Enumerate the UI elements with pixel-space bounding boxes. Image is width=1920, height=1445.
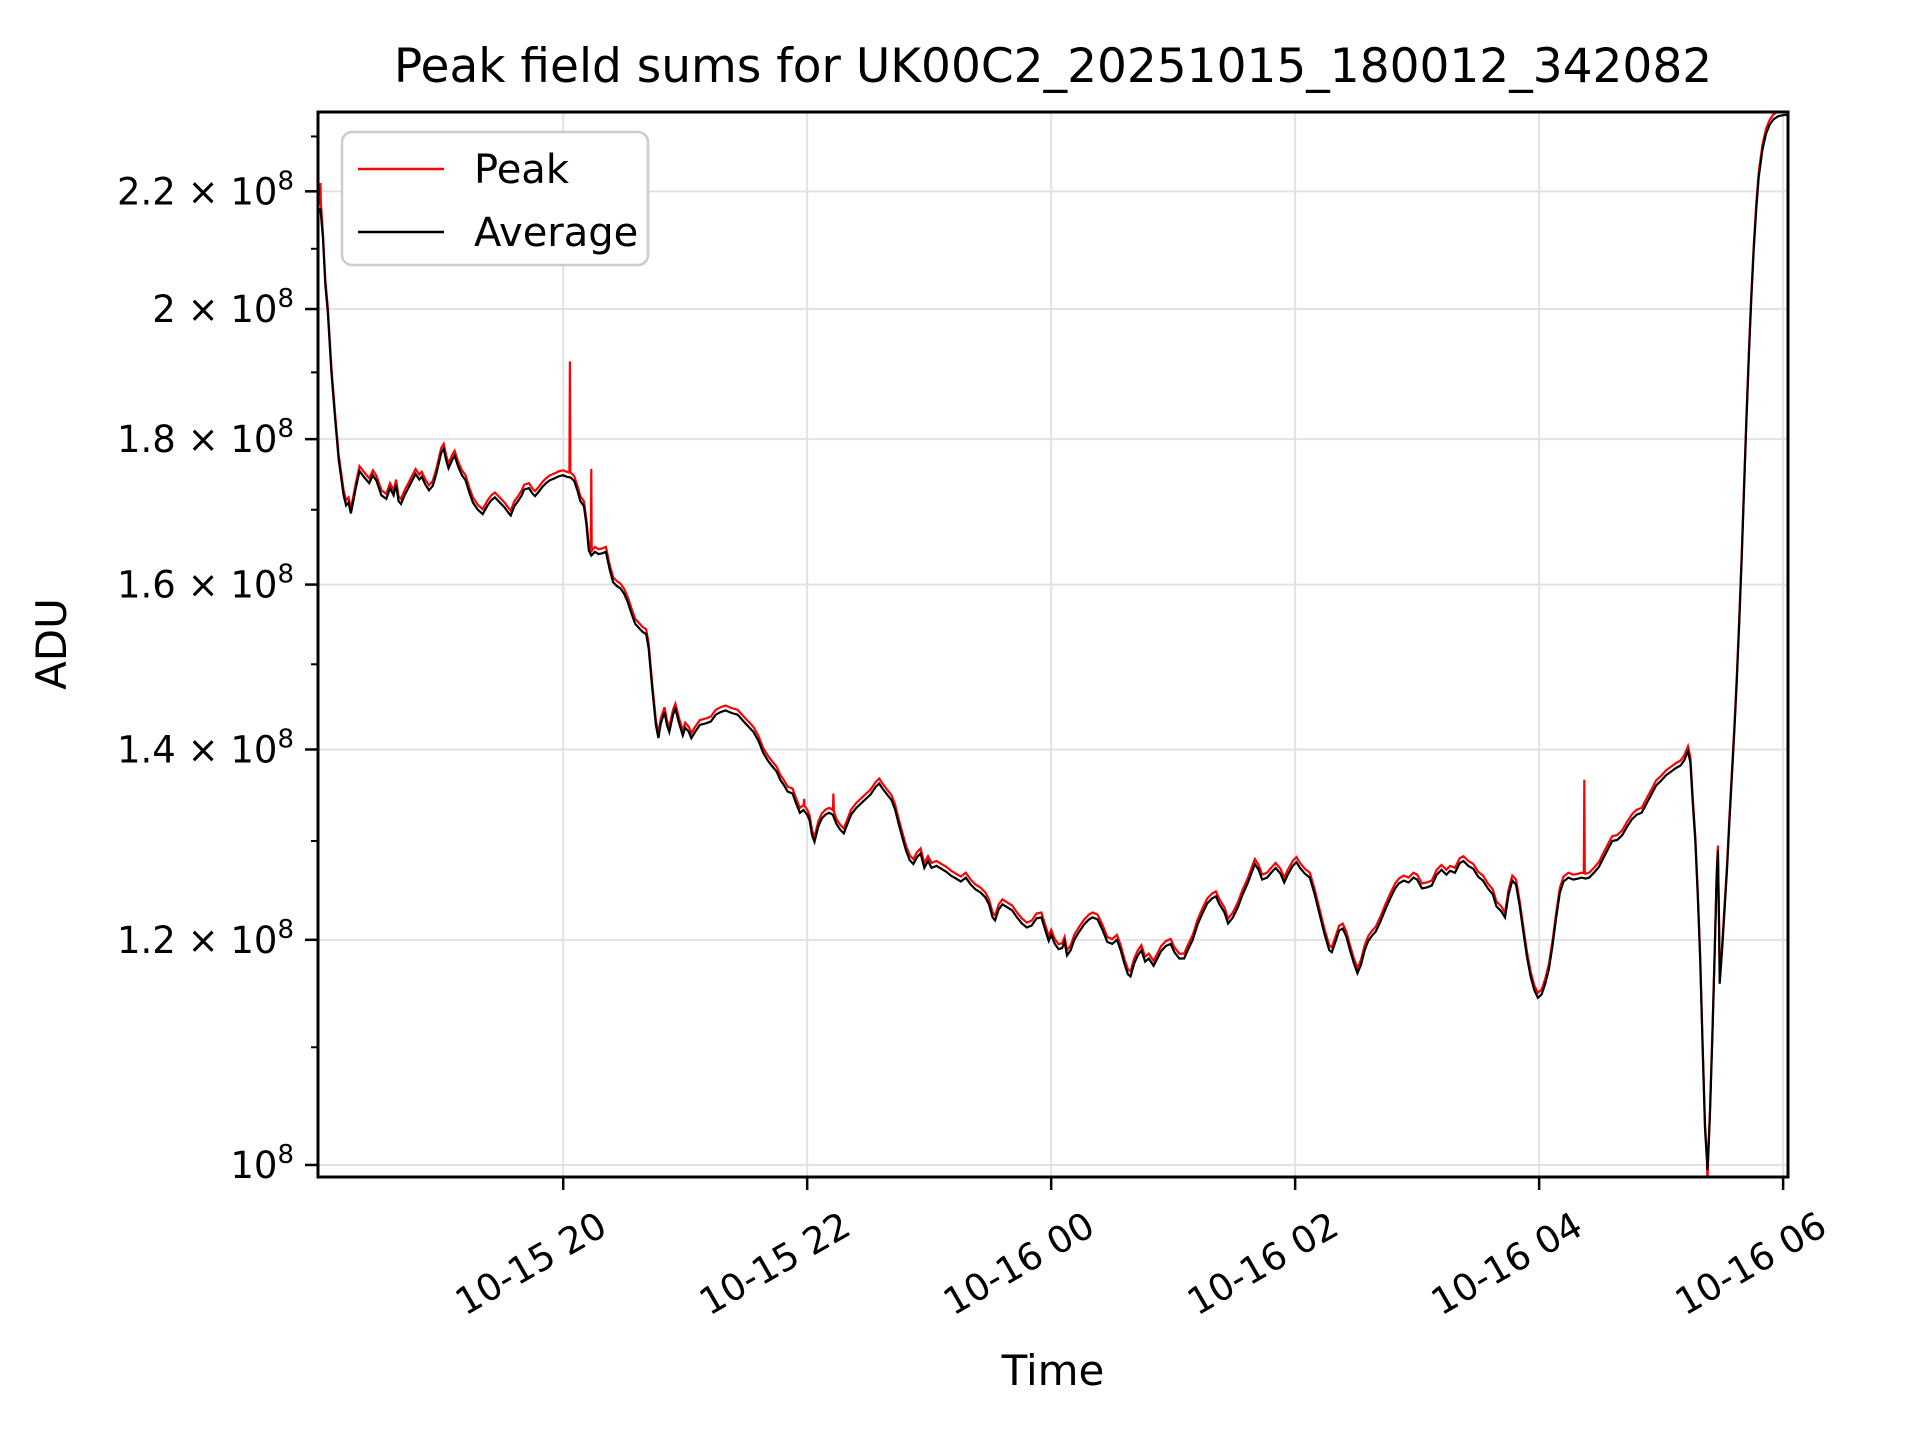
plot-border [316,110,1790,1179]
x-tick-label: 10-16 00 [936,1204,1102,1324]
y-tick-labels: 108 1.2 × 108 1.4 × 108 1.6 × 108 1.8 × 108 2… [117,166,294,1187]
legend-peak-label: Peak [474,147,570,193]
x-tick-label: 10-15 22 [692,1204,858,1324]
chart-title: Peak field sums for UK00C2_20251015_1800… [394,39,1712,94]
x-tick-label: 10-15 20 [448,1204,614,1324]
x-tick-labels: 10-15 20 10-15 22 10-16 00 10-16 02 10-16 04… [448,1204,1833,1324]
x-tick-label: 10-16 06 [1668,1204,1834,1324]
gridlines [318,112,1788,1177]
legend-average-label: Average [474,210,638,256]
legend: Peak Average [340,130,650,267]
y-tick-label: 1.4 × 108 [117,724,294,771]
peak-series-line [318,112,1781,1177]
y-axis-label: ADU [27,598,76,690]
plot-background [318,112,1788,1177]
y-tick-label: 2 × 108 [152,284,294,331]
y-tick-label: 1.2 × 108 [117,915,294,962]
average-series-line [319,113,1788,1170]
y-tick-label: 108 [230,1140,294,1187]
x-tick-label: 10-16 04 [1424,1204,1590,1324]
y-tick-label: 1.6 × 108 [117,560,294,607]
x-tick-label: 10-16 02 [1180,1204,1346,1324]
y-tick-label: 1.8 × 108 [117,414,294,461]
y-tick-label: 2.2 × 108 [117,166,294,213]
x-axis-label: Time [1001,1346,1105,1395]
